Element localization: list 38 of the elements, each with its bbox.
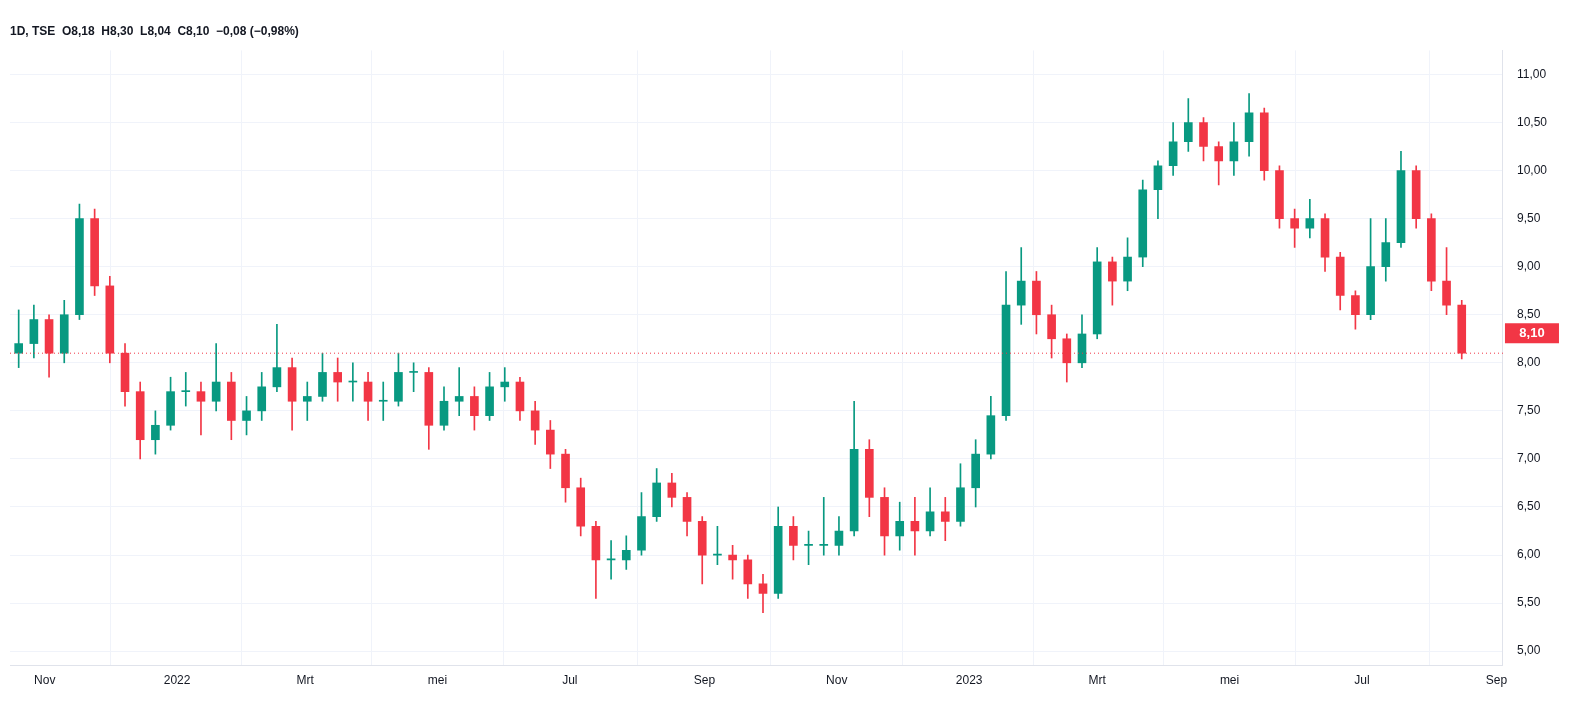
candlestick [378,381,388,421]
y-tick-label: 8,00 [1516,355,1541,370]
chart-title: 1D, TSE O8,18 H8,30 L8,04 C8,10 −0,08 (−0,98%) [10,23,299,38]
y-tick-label: 9,00 [1516,258,1541,273]
x-tick-label: mei [1219,673,1240,688]
x-tick-label: Nov [826,673,848,688]
candlestick [910,497,920,556]
x-tick-label: Jul [1354,673,1370,688]
x-tick-label: Jul [562,673,578,688]
candlestick [14,309,24,368]
ref-line-label: 8,10 [1519,324,1545,340]
candlestick [302,381,312,421]
candlestick [333,357,342,402]
y-tick-label: 7,00 [1516,451,1541,466]
x-tick-label: mei [427,673,448,688]
x-tick-label: 2023 [955,673,983,688]
candlestick [819,497,829,556]
y-tick-label: 10,00 [1516,162,1548,177]
y-tick-label: 7,50 [1516,403,1541,418]
y-tick-label: 11,00 [1516,66,1547,81]
y-tick-label: 6,00 [1516,547,1541,562]
candlestick [196,381,206,436]
x-tick-label: Sep [693,673,716,688]
y-tick-label: 8,50 [1516,307,1541,322]
y-tick-label: 5,50 [1516,595,1541,610]
x-tick-label: Mrt [296,673,315,688]
candlestick [181,372,191,407]
x-tick-label: Nov [34,673,56,688]
y-tick-label: 6,50 [1516,499,1541,514]
candlestick [454,367,464,417]
y-tick-label: 9,50 [1516,210,1541,225]
x-tick-label: Sep [1485,673,1508,688]
candlestick [500,367,510,402]
y-tick-label: 5,00 [1516,643,1541,658]
y-tick-label: 10,50 [1516,114,1548,129]
candlestick [940,497,950,541]
x-tick-label: Mrt [1088,673,1107,688]
x-tick-label: 2022 [163,673,191,688]
